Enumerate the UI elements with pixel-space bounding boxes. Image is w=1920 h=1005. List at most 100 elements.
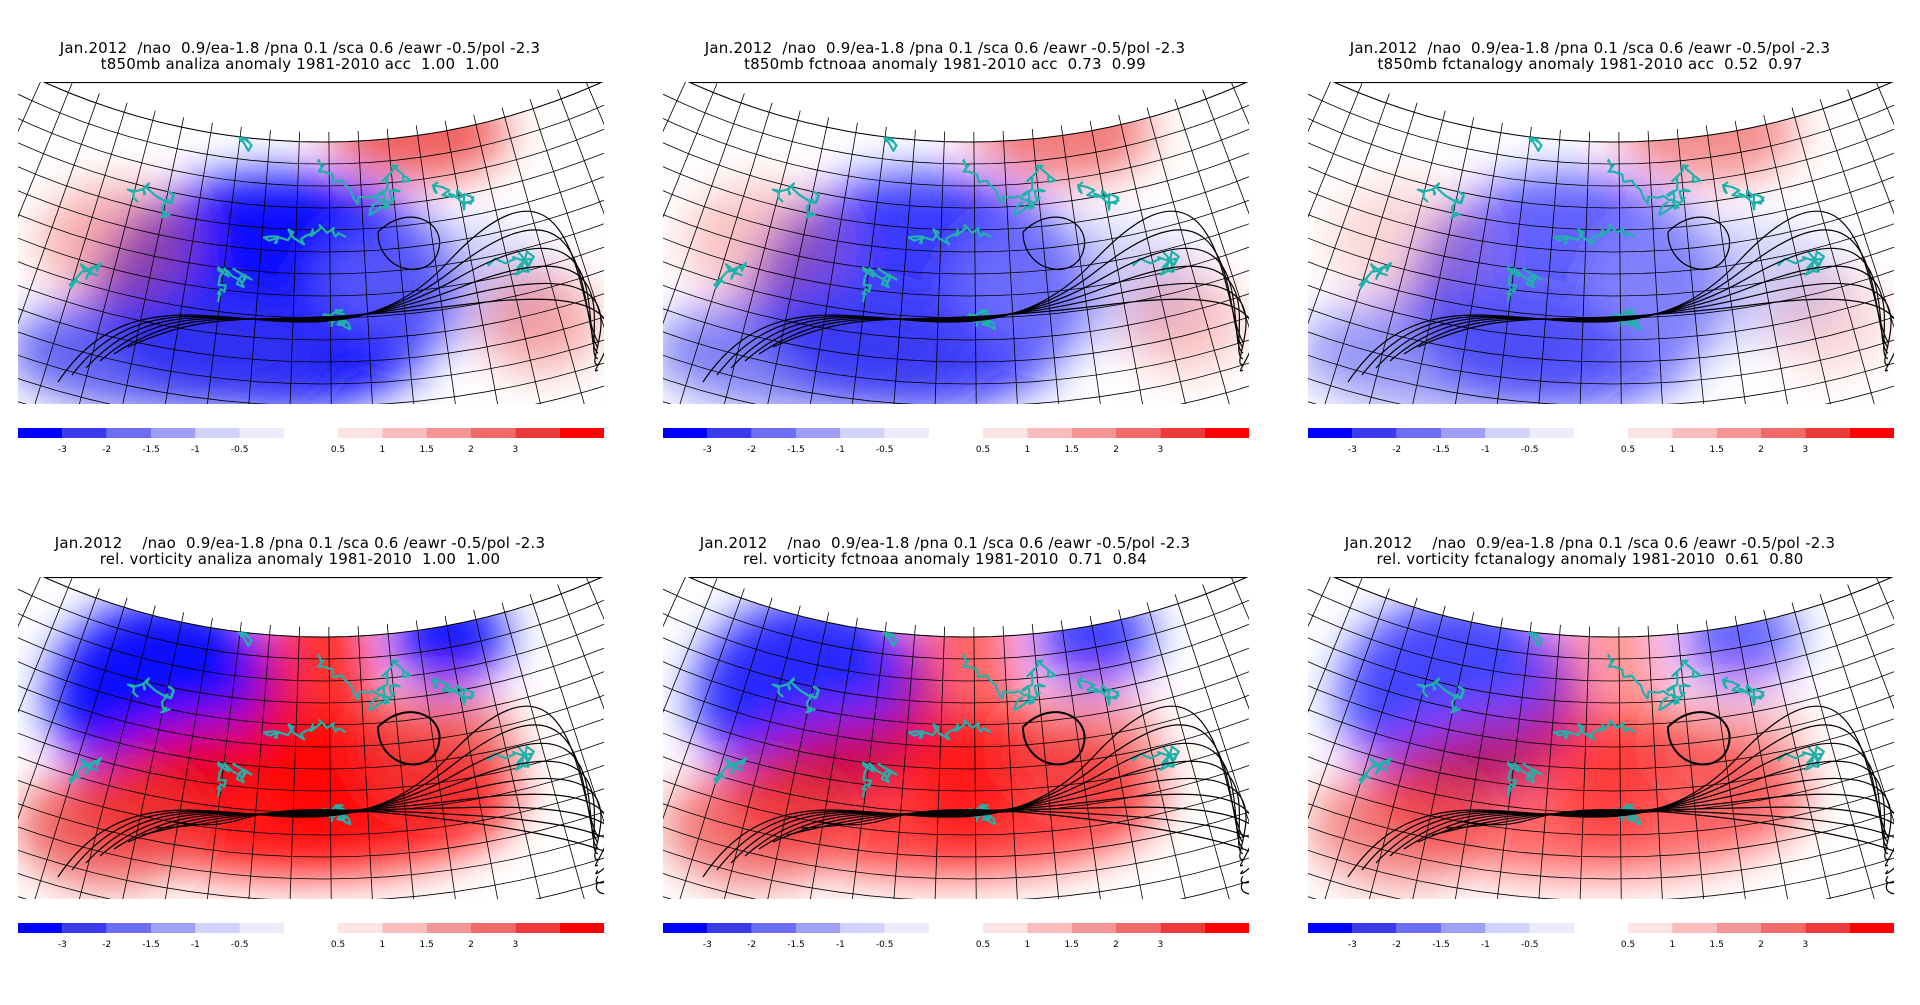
colorbar-tick-label: 0.5 (331, 940, 345, 950)
colorbar-swatch-negative (707, 428, 751, 438)
colorbar-swatch-positive (1027, 428, 1071, 438)
colorbar-swatch-negative (1441, 428, 1485, 438)
colorbar-swatch-positive (471, 428, 515, 438)
panel-title: Jan.2012 /nao 0.9/ea-1.8 /pna 0.1 /sca 0… (0, 40, 600, 72)
colorbar-swatch-negative (1352, 923, 1396, 933)
colorbar-tick-label: -1.5 (142, 940, 160, 950)
colorbar-swatch-negative (1352, 428, 1396, 438)
colorbar-swatch-negative (107, 923, 151, 933)
colorbar-swatch-negative (885, 428, 929, 438)
colorbar-swatch-negative (840, 428, 884, 438)
colorbar-tick-label: 1.5 (420, 445, 434, 455)
map-svg (1308, 577, 1894, 899)
colorbar-swatch-positive (1850, 923, 1894, 933)
colorbar-swatch-positive (1628, 923, 1672, 933)
colorbar-tick-label: -3 (703, 940, 712, 950)
colorbar-tick-label: 0.5 (976, 445, 990, 455)
map-area (1308, 577, 1894, 899)
colorbar-tick-label: -0.5 (876, 940, 894, 950)
colorbar-swatch-positive (1072, 428, 1116, 438)
map-svg (663, 82, 1249, 404)
colorbar-swatch-negative (1397, 923, 1441, 933)
panel-title-line2: rel. vorticity fctanalogy anomaly 1981-2… (1290, 551, 1890, 567)
colorbar-swatch-positive (1672, 923, 1716, 933)
colorbar-tick-label: -2 (747, 445, 756, 455)
colorbar-tick-label: 1.5 (420, 940, 434, 950)
colorbar-tick-label: -1.5 (1432, 445, 1450, 455)
panel-title-line1: Jan.2012 /nao 0.9/ea-1.8 /pna 0.1 /sca 0… (1290, 40, 1890, 56)
panel-title: Jan.2012 /nao 0.9/ea-1.8 /pna 0.1 /sca 0… (0, 535, 600, 567)
colorbar-swatch-positive (1761, 923, 1805, 933)
colorbar-swatch-negative (663, 923, 707, 933)
colorbar-tick-label: 3 (1157, 940, 1163, 950)
panel-title-line1: Jan.2012 /nao 0.9/ea-1.8 /pna 0.1 /sca 0… (0, 535, 600, 551)
colorbar-tick-label: 1 (379, 445, 385, 455)
colorbar-tick-label: -1 (191, 445, 200, 455)
colorbar-tick-label: 2 (468, 445, 474, 455)
colorbar-tick-label: -2 (1392, 940, 1401, 950)
colorbar-tick-label: -1 (191, 940, 200, 950)
colorbar-tick-label: -1 (1481, 445, 1490, 455)
colorbar-swatch-positive (515, 428, 559, 438)
colorbar-swatch-negative (752, 923, 796, 933)
map-area (663, 82, 1249, 404)
colorbar-swatch-negative (1308, 923, 1352, 933)
colorbar-tick-label: 3 (512, 940, 518, 950)
colorbar-swatch-positive (1805, 923, 1849, 933)
colorbar-tick-label: 1.5 (1065, 445, 1079, 455)
colorbar-swatch-negative (62, 923, 106, 933)
colorbar-tick-label: -0.5 (1521, 940, 1539, 950)
colorbar-swatch-positive (1072, 923, 1116, 933)
colorbar-tick-label: 0.5 (331, 445, 345, 455)
colorbar-tick-label: 1.5 (1710, 445, 1724, 455)
colorbar-swatch-positive (1717, 428, 1761, 438)
colorbar-tick-label: -2 (1392, 445, 1401, 455)
panel-title-line2: t850mb fctnoaa anomaly 1981-2010 acc 0.7… (645, 56, 1245, 72)
colorbar-swatch-negative (885, 923, 929, 933)
colorbar-tick-label: -0.5 (231, 940, 249, 950)
map-svg (663, 577, 1249, 899)
colorbar-tick-label: 0.5 (1621, 940, 1635, 950)
colorbar-swatch-positive (1205, 428, 1249, 438)
colorbar-tick-label: -3 (58, 445, 67, 455)
colorbar-tick-label: -1.5 (787, 940, 805, 950)
colorbar-tick-label: 1 (1024, 940, 1030, 950)
warm-anomaly-southeast (1768, 272, 1888, 372)
panel-title: Jan.2012 /nao 0.9/ea-1.8 /pna 0.1 /sca 0… (1290, 40, 1890, 72)
colorbar-tick-label: 0.5 (976, 940, 990, 950)
map-area (18, 577, 604, 899)
colorbar-swatch-positive (983, 428, 1027, 438)
colorbar-tick-label: 2 (1113, 445, 1119, 455)
colorbar-swatch-negative (707, 923, 751, 933)
colorbar-tick-label: 1 (1669, 940, 1675, 950)
colorbar-swatch-negative (1530, 923, 1574, 933)
colorbar-swatch-negative (107, 428, 151, 438)
map-panel-t850-analiza: Jan.2012 /nao 0.9/ea-1.8 /pna 0.1 /sca 0… (0, 40, 600, 510)
colorbar-swatch-positive (560, 428, 604, 438)
panel-title: Jan.2012 /nao 0.9/ea-1.8 /pna 0.1 /sca 0… (645, 40, 1245, 72)
colorbar-swatch-positive (1160, 428, 1204, 438)
map-area (18, 82, 604, 404)
map-panel-vort-fctanalogy: Jan.2012 /nao 0.9/ea-1.8 /pna 0.1 /sca 0… (1290, 535, 1890, 1005)
colorbar-swatch-positive (471, 923, 515, 933)
colorbar-swatch-negative (240, 428, 284, 438)
colorbar-swatch-negative (1397, 428, 1441, 438)
colorbar-swatch-positive (338, 428, 382, 438)
colorbar-swatch-negative (62, 428, 106, 438)
panel-title: Jan.2012 /nao 0.9/ea-1.8 /pna 0.1 /sca 0… (645, 535, 1245, 567)
panel-title: Jan.2012 /nao 0.9/ea-1.8 /pna 0.1 /sca 0… (1290, 535, 1890, 567)
colorbar-swatch-negative (1485, 428, 1529, 438)
panel-title-line2: rel. vorticity fctnoaa anomaly 1981-2010… (645, 551, 1245, 567)
colorbar-swatch-positive (515, 923, 559, 933)
colorbar-swatch-negative (1441, 923, 1485, 933)
colorbar-swatch-negative (752, 428, 796, 438)
colorbar-swatch-negative (195, 923, 239, 933)
panel-title-line1: Jan.2012 /nao 0.9/ea-1.8 /pna 0.1 /sca 0… (1290, 535, 1890, 551)
colorbar-tick-label: -3 (58, 940, 67, 950)
